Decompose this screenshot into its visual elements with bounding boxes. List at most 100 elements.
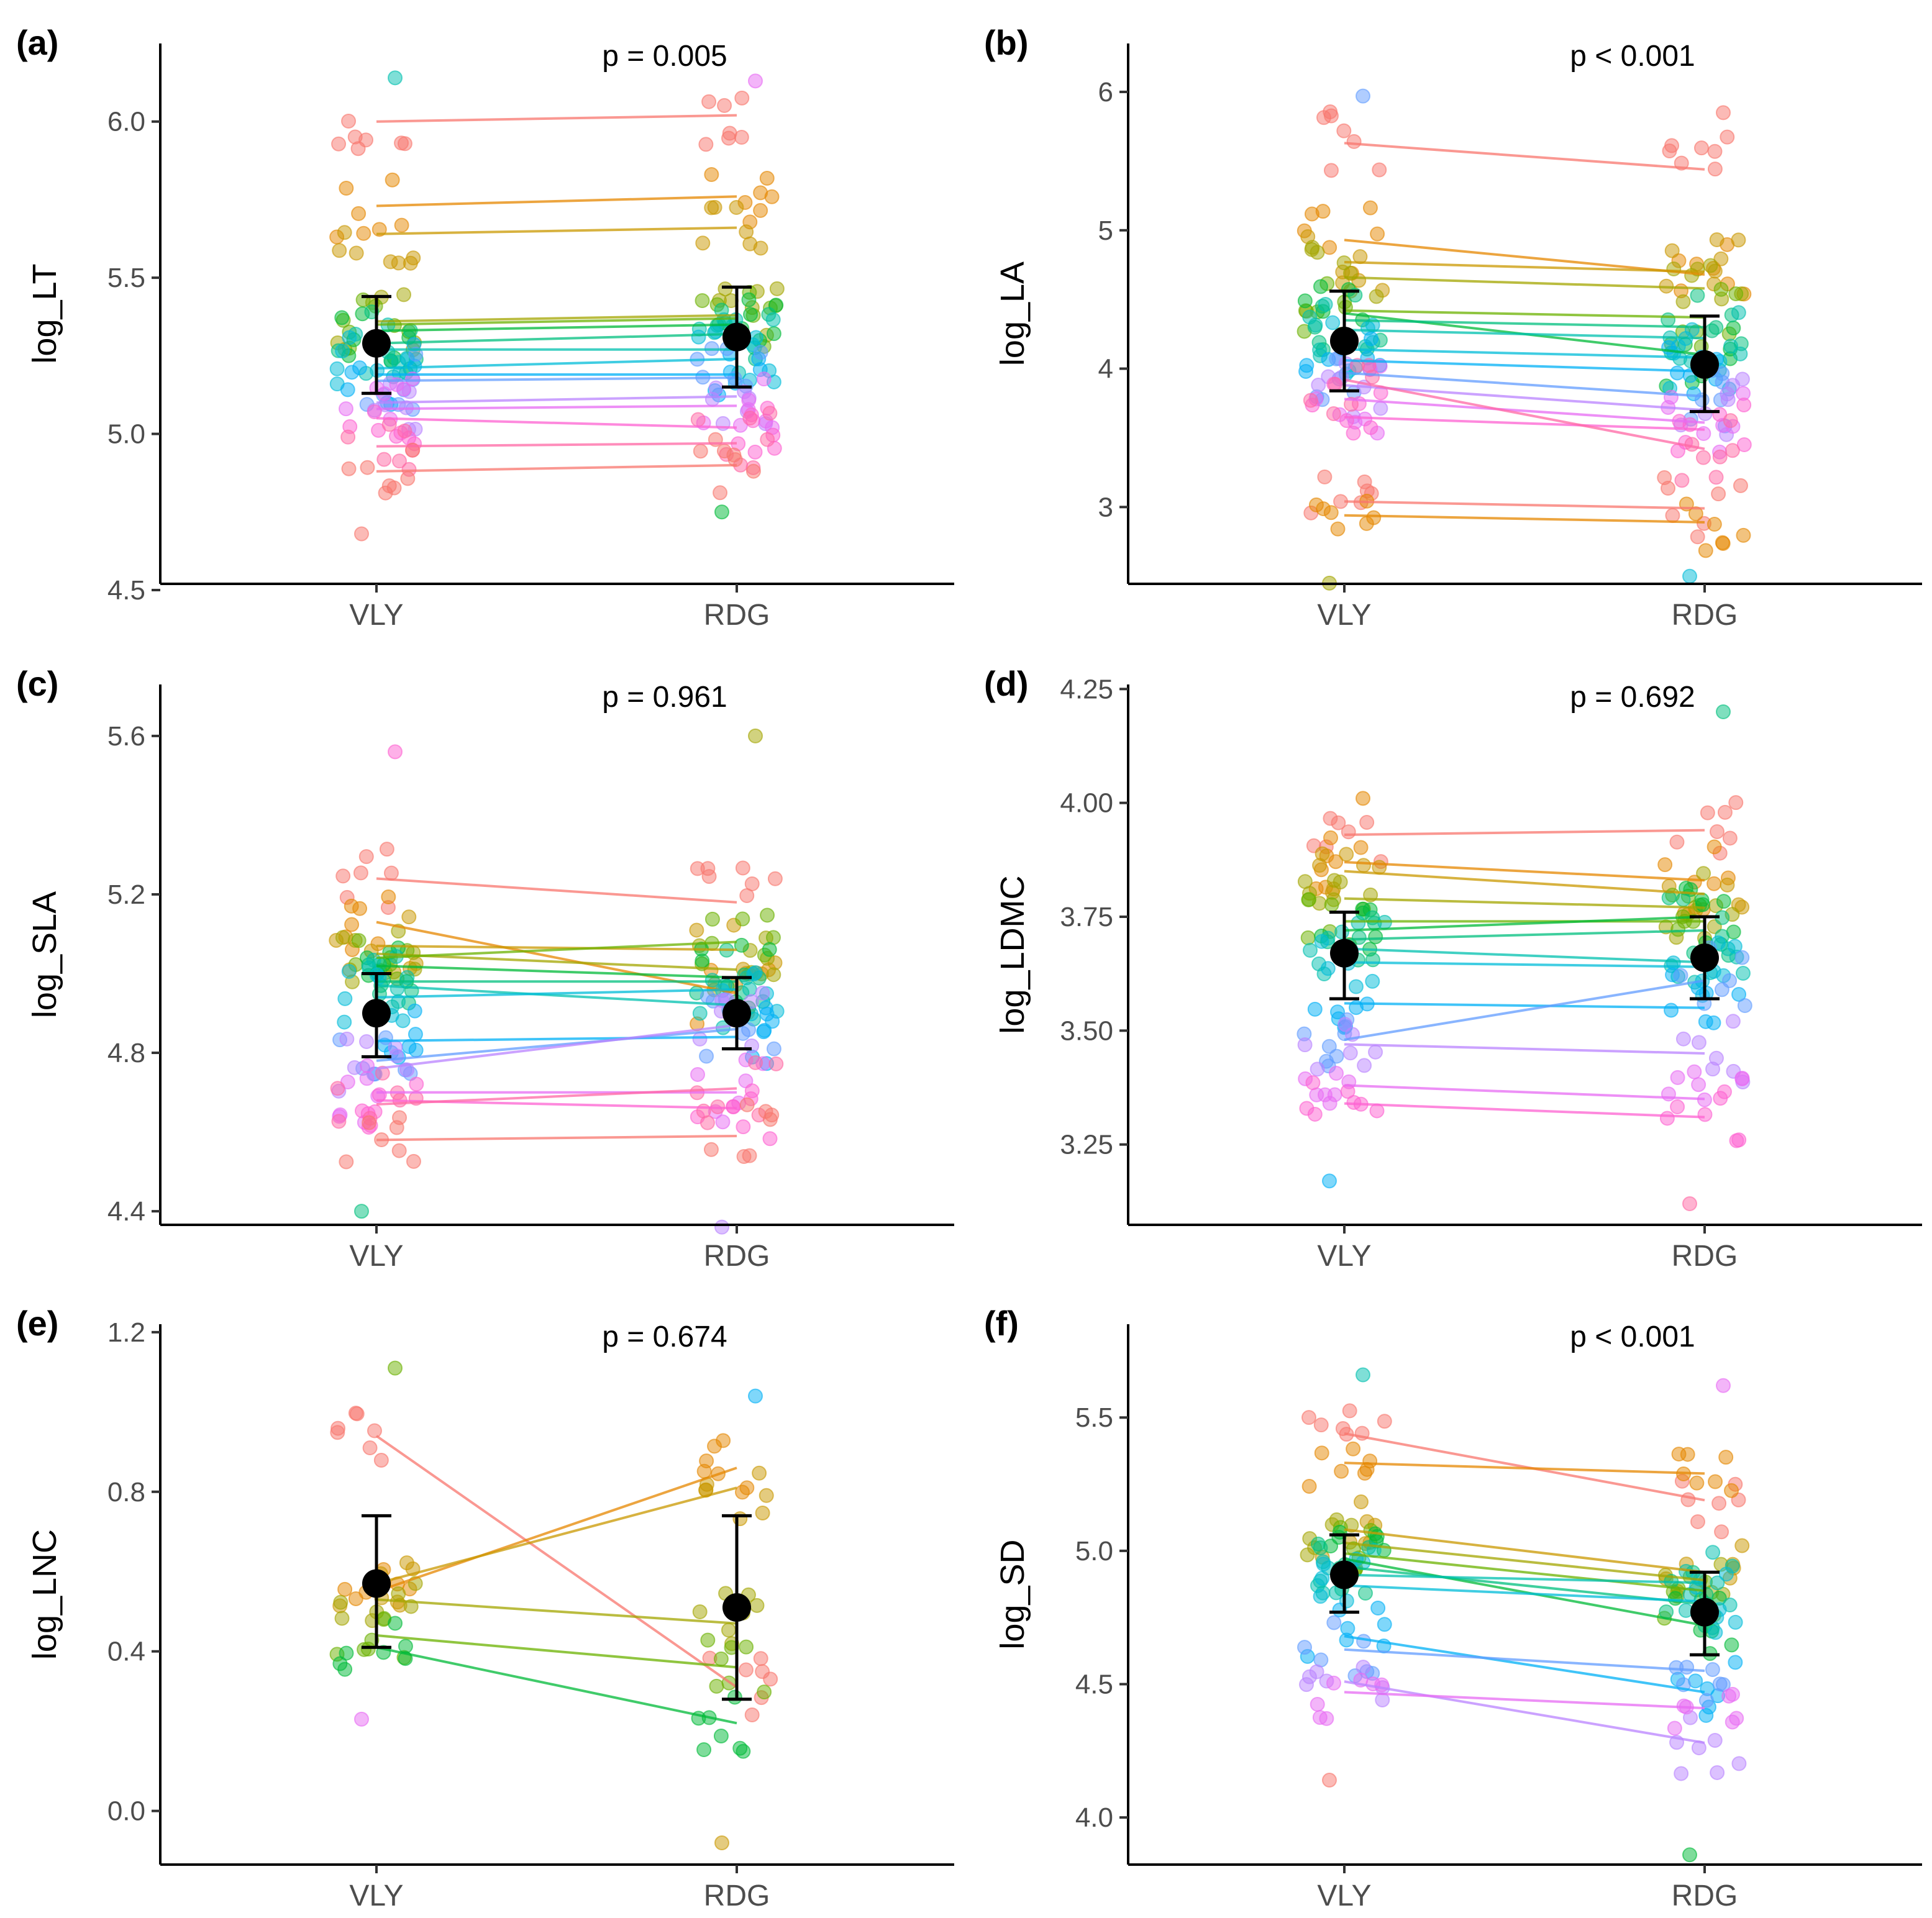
data-point	[1301, 1479, 1317, 1494]
data-point	[1328, 854, 1344, 870]
p-value-label: p = 0.961	[602, 681, 727, 714]
data-point	[1690, 529, 1705, 545]
data-point	[344, 917, 360, 932]
data-point	[335, 868, 351, 884]
data-point	[1665, 507, 1680, 523]
data-point	[1710, 1765, 1725, 1780]
data-point	[735, 911, 750, 927]
data-point	[690, 1066, 706, 1082]
data-point	[1729, 1133, 1744, 1148]
extreme-point	[1356, 1367, 1370, 1383]
data-point	[1315, 1570, 1330, 1586]
pair-line	[376, 357, 737, 370]
data-point	[359, 1034, 375, 1049]
data-point	[1334, 924, 1350, 940]
data-point	[726, 447, 742, 463]
pair-line	[1344, 979, 1705, 1041]
pair-line	[376, 417, 737, 429]
data-point	[1688, 506, 1703, 522]
data-point	[1711, 486, 1726, 502]
data-point	[766, 1041, 781, 1057]
data-point	[1712, 449, 1728, 465]
data-point	[1313, 279, 1328, 294]
data-point	[373, 1452, 389, 1468]
data-point	[1370, 1600, 1386, 1616]
data-point	[1299, 1677, 1315, 1693]
data-point	[1346, 134, 1362, 149]
data-point	[339, 1154, 354, 1170]
data-point	[1736, 437, 1752, 452]
data-point	[375, 1065, 390, 1081]
y-tick-label: 4.4	[107, 1196, 145, 1227]
extreme-point	[1356, 791, 1370, 806]
extreme-point	[1716, 704, 1731, 719]
data-point	[691, 329, 706, 345]
data-point	[1703, 258, 1718, 273]
data-point	[1733, 478, 1748, 493]
y-tick-label: 6	[1098, 77, 1113, 107]
y-tick-label: 5.5	[107, 263, 145, 293]
data-point	[704, 167, 719, 183]
data-point	[1326, 873, 1342, 888]
y-tick-label: 3.50	[1060, 1016, 1113, 1046]
data-point	[395, 1013, 411, 1029]
data-point	[1314, 1445, 1329, 1461]
data-point	[1714, 1524, 1729, 1540]
pair-line	[1344, 1461, 1705, 1475]
data-point	[1334, 1463, 1349, 1479]
pair-line	[1344, 348, 1705, 359]
data-point	[344, 365, 360, 380]
data-point	[721, 1622, 736, 1638]
data-point	[1720, 129, 1735, 145]
data-point	[1707, 143, 1723, 159]
pair-line	[1344, 961, 1705, 968]
panel-tag: (d)	[984, 664, 1029, 703]
data-point	[1725, 1014, 1741, 1029]
extreme-point	[748, 73, 763, 89]
pair-line	[376, 1598, 737, 1625]
pair-line	[1344, 829, 1705, 836]
data-point	[1724, 1483, 1739, 1498]
pair-line	[1344, 1584, 1705, 1603]
data-point	[391, 255, 406, 271]
data-point	[769, 281, 785, 296]
panel-tag: (f)	[984, 1304, 1019, 1343]
pair-line	[1344, 378, 1705, 450]
data-point	[1716, 894, 1731, 909]
data-point	[341, 461, 357, 476]
y-tick-label: 4.25	[1060, 674, 1113, 704]
data-point	[727, 1689, 742, 1705]
data-point	[1705, 1662, 1720, 1678]
pair-line	[376, 964, 737, 979]
data-point	[1722, 830, 1738, 846]
data-point	[1696, 866, 1711, 881]
data-point	[1711, 1496, 1727, 1511]
data-point	[1340, 1620, 1356, 1636]
data-point	[1728, 1614, 1743, 1630]
data-point	[1365, 952, 1380, 968]
data-point	[358, 132, 374, 148]
y-tick-label: 3.75	[1060, 902, 1113, 932]
data-point	[759, 1488, 774, 1503]
data-point	[1315, 846, 1330, 861]
pair-line	[1344, 1002, 1705, 1009]
y-tick-label: 3	[1098, 492, 1113, 522]
data-point	[358, 849, 374, 865]
data-point	[738, 1662, 754, 1678]
data-point	[379, 842, 394, 857]
data-point	[331, 136, 347, 152]
data-point	[1731, 1756, 1747, 1771]
data-point	[699, 1453, 714, 1469]
data-point	[1725, 1686, 1740, 1702]
data-point	[332, 243, 347, 258]
pair-line	[376, 1486, 737, 1585]
data-point	[695, 293, 710, 309]
y-axis-title: log_LNC	[26, 1529, 63, 1660]
pair-line	[376, 442, 737, 448]
mean-marker	[1690, 1598, 1719, 1627]
y-tick-label: 4.00	[1060, 788, 1113, 819]
data-point	[755, 1505, 770, 1520]
data-point	[744, 1038, 760, 1053]
extreme-point	[748, 728, 763, 743]
data-point	[1320, 961, 1336, 976]
